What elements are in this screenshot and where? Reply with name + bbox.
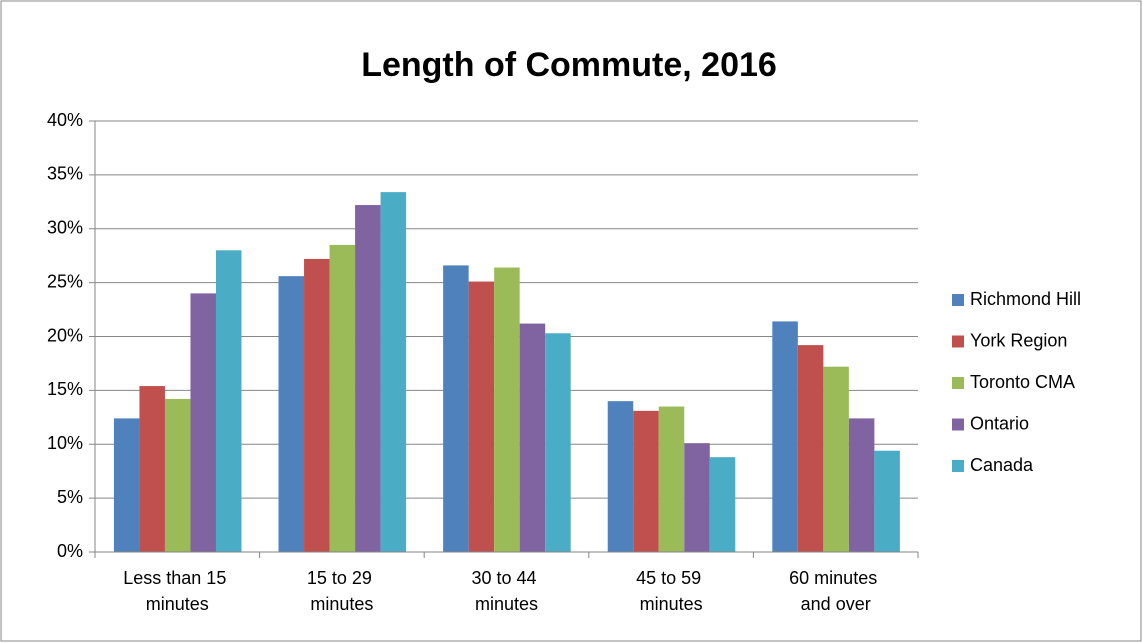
y-tick-label: 15% [47,379,83,399]
legend-swatch [952,377,964,389]
legend-label: Toronto CMA [970,372,1075,392]
bar [545,333,571,552]
y-tick-label: 25% [47,271,83,291]
x-tick-label: 15 to 29 minutes [307,568,377,614]
legend-swatch [952,294,964,306]
x-tick-label: Less than 15 minutes [123,568,231,614]
bar [139,386,165,552]
bar [468,281,495,552]
chart-title: Length of Commute, 2016 [361,46,777,84]
bar [633,410,659,552]
bar [215,250,242,553]
x-tick-label: 45 to 59 minutes [636,568,706,614]
legend-label: Canada [970,455,1034,475]
legend-label: Ontario [970,413,1029,433]
y-tick-label: 40% [47,110,83,130]
legend-swatch [952,335,964,348]
legend-swatch [952,418,964,431]
legend-label: Richmond Hill [970,289,1081,309]
bar [113,418,140,552]
y-tick-label: 20% [47,325,83,345]
legend-swatch [952,460,964,472]
bar [355,205,381,553]
x-tick-label: 30 to 44 minutes [471,568,541,614]
bar [709,457,736,552]
legend-label: York Region [970,330,1067,350]
bar [519,323,546,552]
y-tick-label: 10% [47,433,83,453]
bar [874,450,900,552]
bar [658,406,685,552]
bar [772,321,798,552]
bar [380,192,407,553]
bar [797,345,824,552]
bar [848,418,875,552]
bar [164,398,191,552]
x-tick-label: 60 minutes and over [789,568,882,614]
bar [278,276,305,552]
bar [607,401,634,552]
bar [684,443,710,552]
bar [494,267,520,552]
bar [190,293,216,552]
bar [443,265,469,552]
y-tick-label: 0% [57,541,83,561]
y-tick-label: 30% [47,218,83,238]
bar [329,244,356,552]
y-tick-label: 5% [57,487,83,507]
y-tick-label: 35% [47,164,83,184]
bar [304,258,330,552]
bar [823,366,849,552]
